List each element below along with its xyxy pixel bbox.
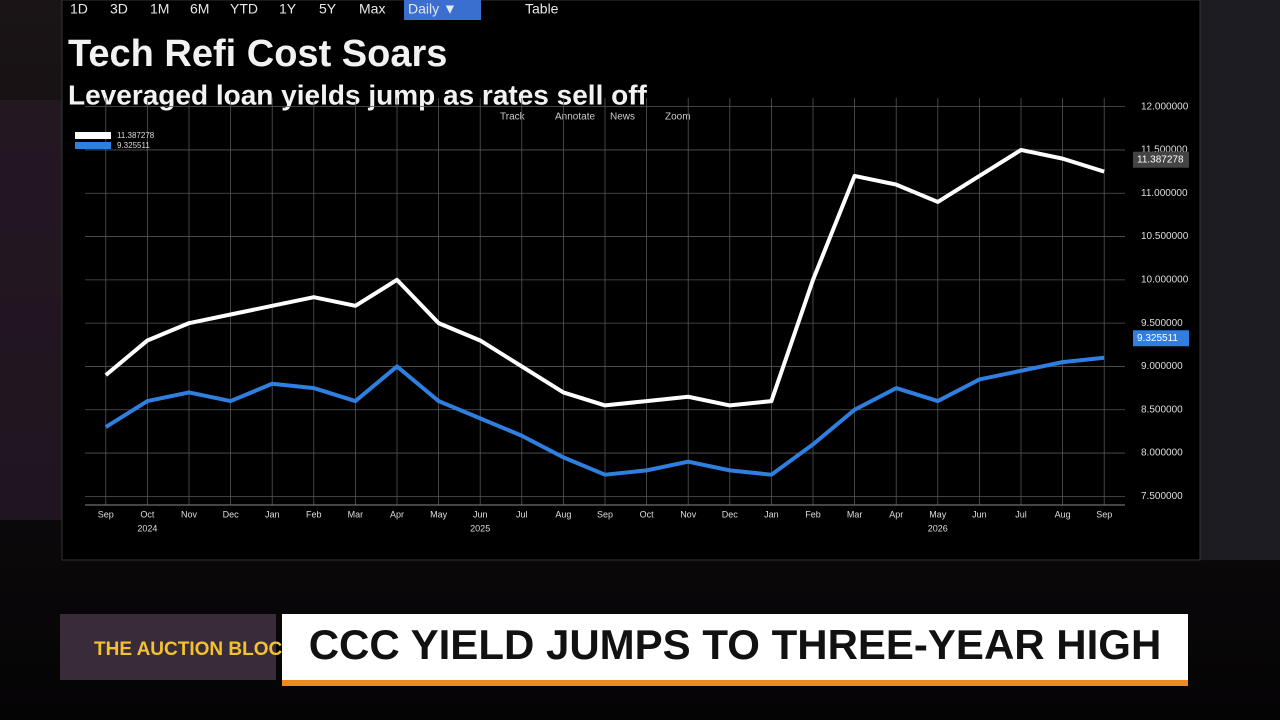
- series-line: [104, 147, 1105, 408]
- x-tick-label: Jun: [473, 509, 488, 519]
- last-value-label: 11.387278: [1137, 154, 1184, 165]
- toolbar-button[interactable]: 1M: [150, 1, 169, 17]
- toolbar-button[interactable]: 1Y: [279, 1, 297, 17]
- toolbar-button[interactable]: 6M: [190, 1, 209, 17]
- studio-wall: [0, 100, 70, 520]
- toolbar-button[interactable]: 5Y: [319, 1, 337, 17]
- toolbar-selected: [404, 0, 481, 20]
- x-year-label: 2025: [470, 523, 490, 533]
- y-tick-label: 10.000000: [1141, 274, 1189, 285]
- x-year-label: 2026: [928, 523, 948, 533]
- headline: CCC YIELD JUMPS TO THREE-YEAR HIGH: [309, 621, 1162, 668]
- chart-tool[interactable]: News: [610, 112, 635, 123]
- x-tick-label: Jun: [972, 509, 987, 519]
- last-value-label: 9.325511: [1137, 333, 1178, 344]
- last-value-tag: [1133, 330, 1189, 347]
- toolbar: 1D 3D 1M 6M YTD 1Y 5Y Max Daily ▼ Table: [70, 0, 559, 20]
- toolbar-button[interactable]: 1D: [70, 1, 88, 17]
- x-tick-label: Nov: [181, 509, 198, 519]
- x-tick-label: Apr: [390, 509, 404, 519]
- x-tick-label: Jan: [265, 509, 280, 519]
- chart-title: Tech Refi Cost Soars: [68, 33, 447, 75]
- y-tick-label: 9.000000: [1141, 361, 1183, 372]
- x-tick-label: Feb: [306, 509, 322, 519]
- show-badge: [60, 614, 276, 680]
- x-tick-label: Sep: [1096, 509, 1112, 519]
- headline-underline: [282, 680, 1188, 686]
- toolbar-button[interactable]: YTD: [230, 1, 258, 17]
- x-tick-label: Aug: [555, 509, 571, 519]
- legend-swatch: [75, 132, 111, 139]
- toolbar-button[interactable]: Max: [359, 1, 385, 17]
- y-tick-label: 12.000000: [1141, 101, 1189, 112]
- y-tick-label: 7.500000: [1141, 491, 1183, 502]
- legend-swatch: [75, 142, 111, 149]
- x-tick-label: Oct: [640, 509, 655, 519]
- x-year-label: 2024: [137, 523, 157, 533]
- x-tick-label: Aug: [1055, 509, 1071, 519]
- y-tick-label: 8.000000: [1141, 448, 1183, 459]
- chart-tool[interactable]: Zoom: [665, 112, 691, 123]
- studio-wall: [1200, 0, 1280, 560]
- plot: Track Annotate News Zoom 7.500000 8.000000 8.5…: [75, 98, 1189, 533]
- toolbar-button[interactable]: Table: [525, 1, 559, 17]
- x-tick-label: Nov: [680, 509, 697, 519]
- x-tick-label: May: [929, 509, 947, 519]
- x-tick-label: May: [430, 509, 448, 519]
- toolbar-button[interactable]: 3D: [110, 1, 128, 17]
- x-tick-label: Dec: [722, 509, 739, 519]
- show-name: THE AUCTION BLOCK: [94, 639, 296, 660]
- legend-value: 11.387278: [117, 131, 155, 140]
- last-value-tag: [1133, 151, 1189, 168]
- series-line: [104, 355, 1105, 477]
- x-tick-label: Sep: [98, 509, 114, 519]
- x-tick-label: Apr: [889, 509, 903, 519]
- x-tick-label: Mar: [348, 509, 364, 519]
- legend-value: 9.325511: [117, 141, 150, 150]
- x-tick-label: Jul: [516, 509, 528, 519]
- x-tick-label: Dec: [223, 509, 240, 519]
- y-tick-label: 8.500000: [1141, 404, 1183, 415]
- x-tick-label: Mar: [847, 509, 863, 519]
- y-tick-label: 11.500000: [1141, 145, 1188, 156]
- y-tick-label: 10.500000: [1141, 231, 1189, 242]
- x-tick-label: Jan: [764, 509, 779, 519]
- y-tick-label: 11.000000: [1141, 188, 1188, 199]
- chart-tool[interactable]: Annotate: [555, 112, 595, 123]
- toolbar-button[interactable]: Daily ▼: [408, 1, 457, 17]
- chart-subtitle: Leveraged loan yields jump as rates sell…: [68, 79, 648, 110]
- x-tick-label: Sep: [597, 509, 613, 519]
- chart-tool[interactable]: Track: [500, 112, 526, 123]
- x-tick-label: Jul: [1015, 509, 1027, 519]
- x-tick-label: Feb: [805, 509, 821, 519]
- x-tick-label: Oct: [140, 509, 155, 519]
- headline-bar: [282, 614, 1188, 680]
- y-tick-label: 9.500000: [1141, 318, 1183, 329]
